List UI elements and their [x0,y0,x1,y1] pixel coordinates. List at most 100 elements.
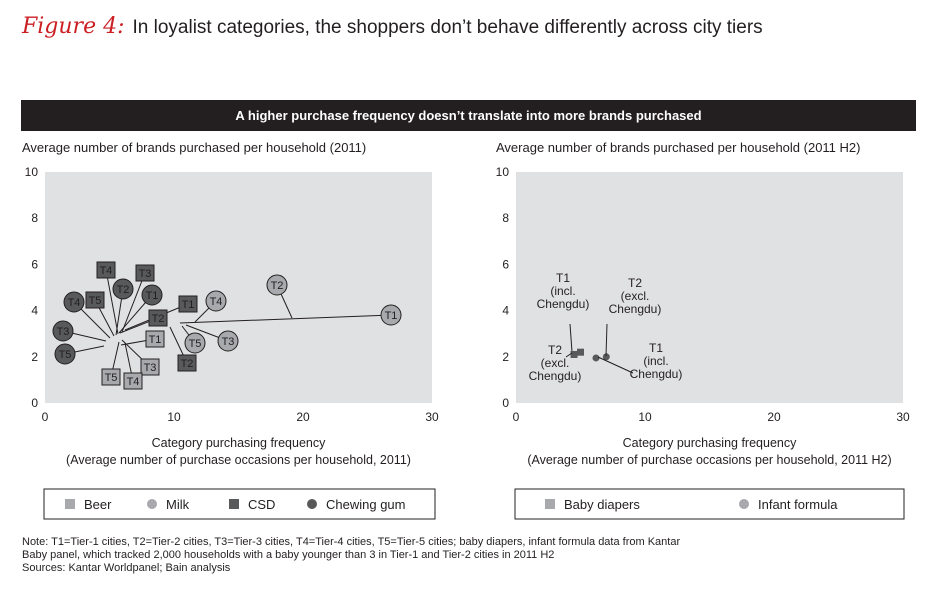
data-point-square [570,350,578,358]
y-tick-label: 0 [502,396,509,410]
y-tick-label: 2 [31,350,38,364]
data-point-square [177,354,197,372]
data-point-label: T3 [144,362,157,374]
data-point-label: T2 [271,280,284,292]
legend-marker-circle [147,499,157,509]
data-point-label: T3 [139,268,152,280]
data-point-circle [141,284,163,306]
y-tick-label: 10 [496,165,510,179]
legend-entry: Milk [166,497,190,512]
left-chart-title: Average number of brands purchased per h… [22,140,367,155]
data-point-label: T1 [149,334,162,346]
leader-line [121,272,146,333]
chart-panel-1: 0 2 4 6 8 10 0 10 20 30 Category purchasing freque… [25,165,439,520]
legend-marker-square [65,499,75,509]
headline-banner: A higher purchase frequency doesn’t tran… [21,100,916,131]
x-axis-label-sub: (Average number of purchase occasions pe… [66,453,411,467]
x-tick-label: 20 [767,410,781,424]
data-point-circle [54,343,76,365]
x-tick-label: 30 [425,410,439,424]
x-axis-label: Category purchasing frequency [152,436,326,450]
legend-box [514,488,905,520]
x-tick-label: 0 [513,410,520,424]
data-point-label: (excl. [621,289,650,303]
series-milk: T2 T1 T4 T5 T3 [179,274,402,354]
data-point-label: T2 [548,343,562,357]
data-point-label: T5 [89,295,102,307]
leader-line [605,323,608,357]
footnote-line-3: Sources: Kantar Worldpanel; Bain analysi… [22,562,231,574]
x-tick-label: 10 [638,410,652,424]
x-tick-label: 30 [896,410,910,424]
data-point-label: T5 [105,372,118,384]
data-point-circle [380,304,402,326]
legend: Beer Milk CSD Chewing gum [43,488,436,520]
leader-line [179,314,392,324]
data-point-square [145,330,165,348]
data-point-circle [602,353,610,361]
data-point-label: T1 [385,310,398,322]
data-point-circle [184,332,206,354]
right-chart-title: Average number of brands purchased per h… [496,140,861,155]
figure-label: Figure 4: [22,14,125,39]
chart-panel-2: 0 2 4 6 8 10 0 10 20 30 Category purchasing freque… [496,165,910,520]
legend-entry: Baby diapers [564,497,640,512]
y-tick-label: 6 [502,257,509,271]
plot-area [45,172,432,403]
x-axis-label: Category purchasing frequency [623,436,797,450]
data-point-circle [592,354,600,362]
footnote-line-1: Note: T1=Tier-1 cities, T2=Tier-2 cities… [22,536,681,548]
series-csd: T4 T3 T5 T1 T2 T2 [85,261,198,372]
legend: Baby diapers Infant formula [514,488,905,520]
legend-box [43,488,436,520]
leader-line [105,269,119,335]
data-point-circle [217,330,239,352]
legend-marker-circle [739,499,749,509]
data-point-circle [52,320,74,342]
data-point-label: Chengdu) [537,297,590,311]
x-axis-label-sub: (Average number of purchase occasions pe… [527,453,891,467]
data-point-circle [112,278,134,300]
data-point-label: (excl. [541,356,570,370]
data-point-label: Chengdu) [529,369,582,383]
figure-title: In loyalist categories, the shoppers don… [132,17,763,38]
plot-area [516,172,903,403]
y-tick-label: 2 [502,350,509,364]
data-point-square [96,261,116,279]
footnote: Note: T1=Tier-1 cities, T2=Tier-2 cities… [22,536,882,575]
data-point-label: T2 [628,276,642,290]
y-tick-label: 4 [502,304,509,318]
data-point-square [85,291,105,309]
y-tick-label: 8 [502,211,509,225]
data-point-square [140,358,160,376]
data-point-square [577,348,584,356]
legend-entry: Chewing gum [326,497,406,512]
data-point-label: T2 [181,358,194,370]
data-point-label: T1 [182,299,195,311]
data-point-label: T5 [59,349,72,361]
y-tick-label: 8 [31,211,38,225]
data-point-circle [266,274,288,296]
data-point-label: T3 [57,326,70,338]
data-point-label: T1 [146,290,159,302]
data-point-label: T3 [222,336,235,348]
leader-line [569,323,573,353]
legend-marker-square [545,499,555,509]
data-point-square [101,368,121,386]
y-tick-label: 6 [31,257,38,271]
x-tick-label: 20 [296,410,310,424]
series-beer: T1 T3 T5 T4 [101,330,165,390]
data-point-label: T1 [649,341,663,355]
data-point-label: T4 [210,296,223,308]
footnote-line-2: Baby panel, which tracked 2,000 househol… [22,549,555,561]
data-point-circle [205,290,227,312]
legend-marker-square [229,499,239,509]
data-point-circle [63,291,85,313]
x-tick-label: 0 [42,410,49,424]
data-point-label: T5 [189,338,202,350]
y-tick-label: 0 [31,396,38,410]
data-point-label: (incl. [643,354,668,368]
data-point-label: T4 [127,376,140,388]
legend-entry: CSD [248,497,275,512]
